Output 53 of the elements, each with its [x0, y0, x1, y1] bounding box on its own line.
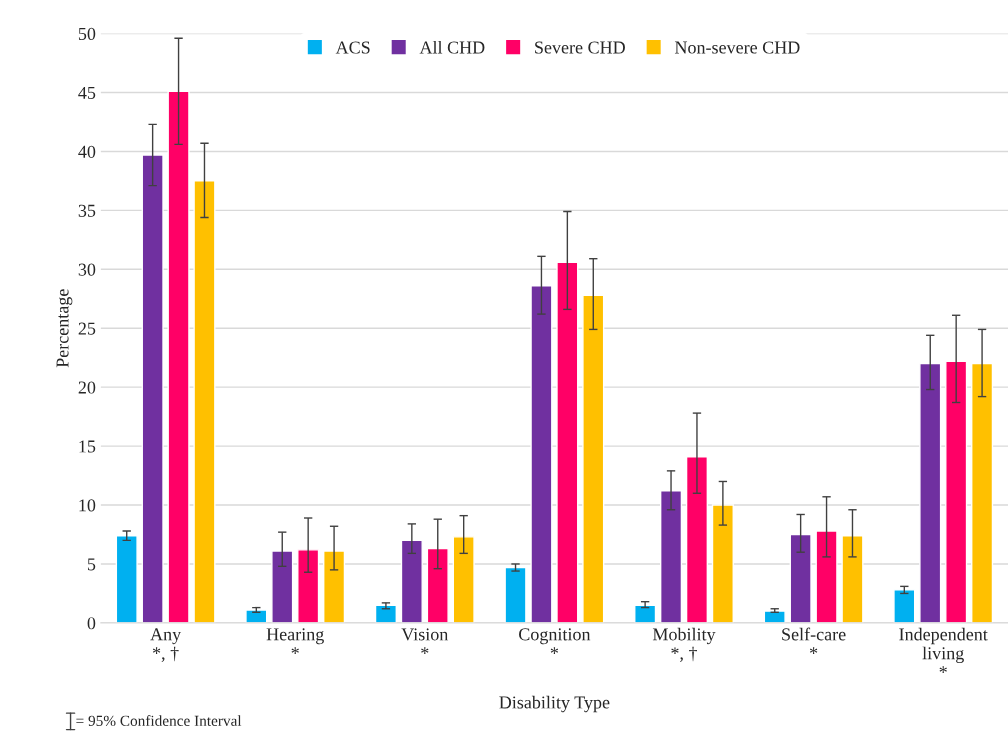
bar: [711, 504, 734, 623]
bar: [945, 360, 968, 623]
y-tick-label: 40: [78, 145, 96, 158]
bar: [789, 533, 812, 623]
bar: [452, 536, 475, 623]
y-tick-label: 10: [79, 499, 96, 512]
bar: [919, 362, 942, 623]
y-tick-label: 0: [87, 617, 96, 630]
legend-label: Severe CHD: [535, 41, 625, 54]
y-tick-label: 15: [79, 440, 96, 453]
x-tick-label: Vision *: [401, 628, 449, 654]
x-tick-label: Cognition *: [519, 628, 591, 654]
legend-label: All CHD: [419, 40, 485, 54]
bar: [971, 362, 994, 623]
y-tick-label: 45: [78, 86, 96, 99]
bar: [815, 530, 838, 623]
y-tick-label: 5: [87, 558, 96, 571]
y-axis-title: Percentage: [56, 289, 73, 368]
bar: [893, 589, 916, 623]
bar: [426, 547, 449, 623]
bar: [504, 566, 527, 623]
bar: [245, 609, 268, 623]
x-tick-label: Self-care *: [782, 627, 846, 654]
x-axis-title: Disability Type: [499, 695, 610, 713]
x-tick-label: Independent living *: [899, 627, 988, 673]
bar: [374, 604, 397, 623]
text: = 95% Confidence Interval: [76, 715, 242, 726]
bar: [141, 154, 164, 623]
y-tick-label: 25: [78, 322, 96, 335]
bar: [659, 490, 683, 623]
legend-label: Non-severe CHD: [674, 41, 800, 54]
bar: [400, 539, 423, 623]
bar: [115, 534, 138, 623]
bar: [530, 285, 553, 623]
x-tick-label: Any *, †: [150, 628, 182, 662]
bar: [685, 456, 709, 623]
y-tick-label: 35: [78, 204, 96, 217]
bar: [297, 549, 320, 623]
bar: [323, 550, 346, 623]
legend-label: ACS: [335, 41, 370, 54]
bar: [271, 550, 294, 623]
x-tick-label: Hearing *: [266, 628, 324, 654]
y-tick-label: 20: [78, 381, 96, 394]
bar: [582, 294, 605, 623]
bar: [763, 610, 786, 623]
bar: [556, 261, 579, 623]
y-tick-label: 50: [78, 27, 96, 41]
bar: [193, 180, 216, 623]
bar: [167, 90, 190, 623]
y-tick-label: 30: [78, 263, 96, 276]
x-tick-label: Mobility *, †: [652, 627, 716, 663]
bar: [841, 534, 864, 623]
bar: [634, 604, 657, 623]
